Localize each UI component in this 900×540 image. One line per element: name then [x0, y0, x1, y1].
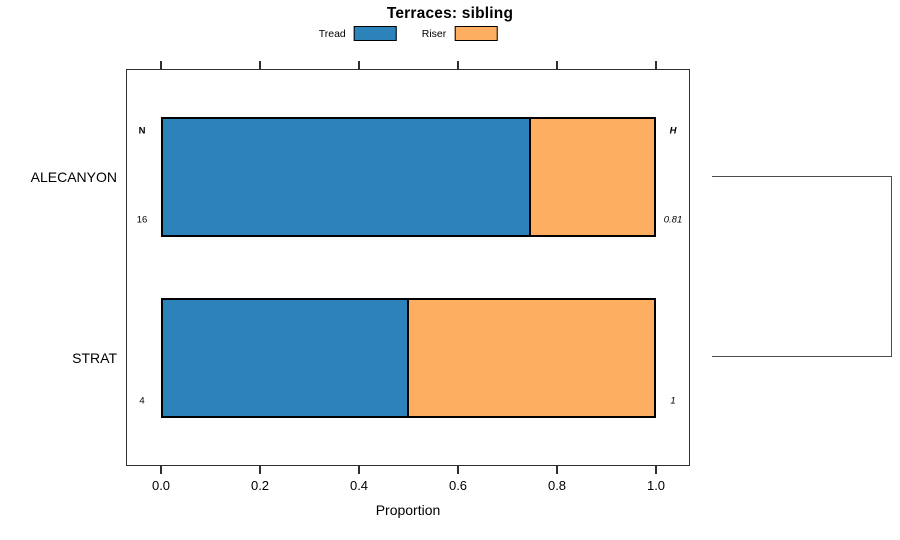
n-value: 16	[136, 214, 148, 226]
category-label-alecanyon: ALECANYON	[30, 169, 117, 185]
x-axis-tick-bottom	[259, 466, 261, 474]
h-column-header: H	[669, 125, 677, 137]
category-label-strat: STRAT	[72, 350, 117, 366]
riser-segment	[408, 300, 654, 416]
x-axis-tick-bottom	[160, 466, 162, 474]
h-value: 0.81	[663, 214, 683, 226]
x-axis-tick-label: 0.8	[547, 478, 567, 493]
x-axis-tick-top	[556, 61, 558, 69]
x-axis-tick-top	[259, 61, 261, 69]
legend-label-tread: Tread	[318, 27, 346, 40]
tread-segment	[163, 119, 532, 235]
x-axis-tick-top	[160, 61, 162, 69]
x-axis-tick-label: 0.6	[448, 478, 468, 493]
x-axis-tick-label: 1.0	[646, 478, 666, 493]
x-axis-tick-bottom	[655, 466, 657, 474]
x-axis-tick-top	[655, 61, 657, 69]
x-axis-tick-top	[358, 61, 360, 69]
x-axis-tick-label: 0.2	[250, 478, 270, 493]
legend: Tread Riser	[319, 26, 498, 41]
x-axis-tick-bottom	[358, 466, 360, 474]
tread-swatch-icon	[353, 26, 397, 41]
x-axis-tick-label: 0.4	[349, 478, 369, 493]
n-column-header: N	[138, 125, 146, 137]
legend-item-riser: Riser	[422, 26, 498, 41]
chart-title: Terraces: sibling	[386, 5, 514, 22]
n-value: 4	[139, 395, 145, 407]
tread-segment	[163, 300, 409, 416]
riser-segment	[531, 119, 654, 235]
riser-swatch-icon	[454, 26, 498, 41]
x-axis-tick-top	[457, 61, 459, 69]
bar-strat	[161, 298, 656, 418]
sibling-bracket	[712, 176, 892, 357]
x-axis-tick-label: 0.0	[151, 478, 171, 493]
x-axis-tick-bottom	[556, 466, 558, 474]
legend-label-riser: Riser	[421, 27, 447, 40]
h-value: 1	[670, 395, 676, 407]
plot-area	[126, 69, 690, 466]
bar-alecanyon	[161, 117, 656, 237]
x-axis-tick-bottom	[457, 466, 459, 474]
legend-item-tread: Tread	[319, 26, 397, 41]
x-axis-label: Proportion	[375, 502, 441, 518]
